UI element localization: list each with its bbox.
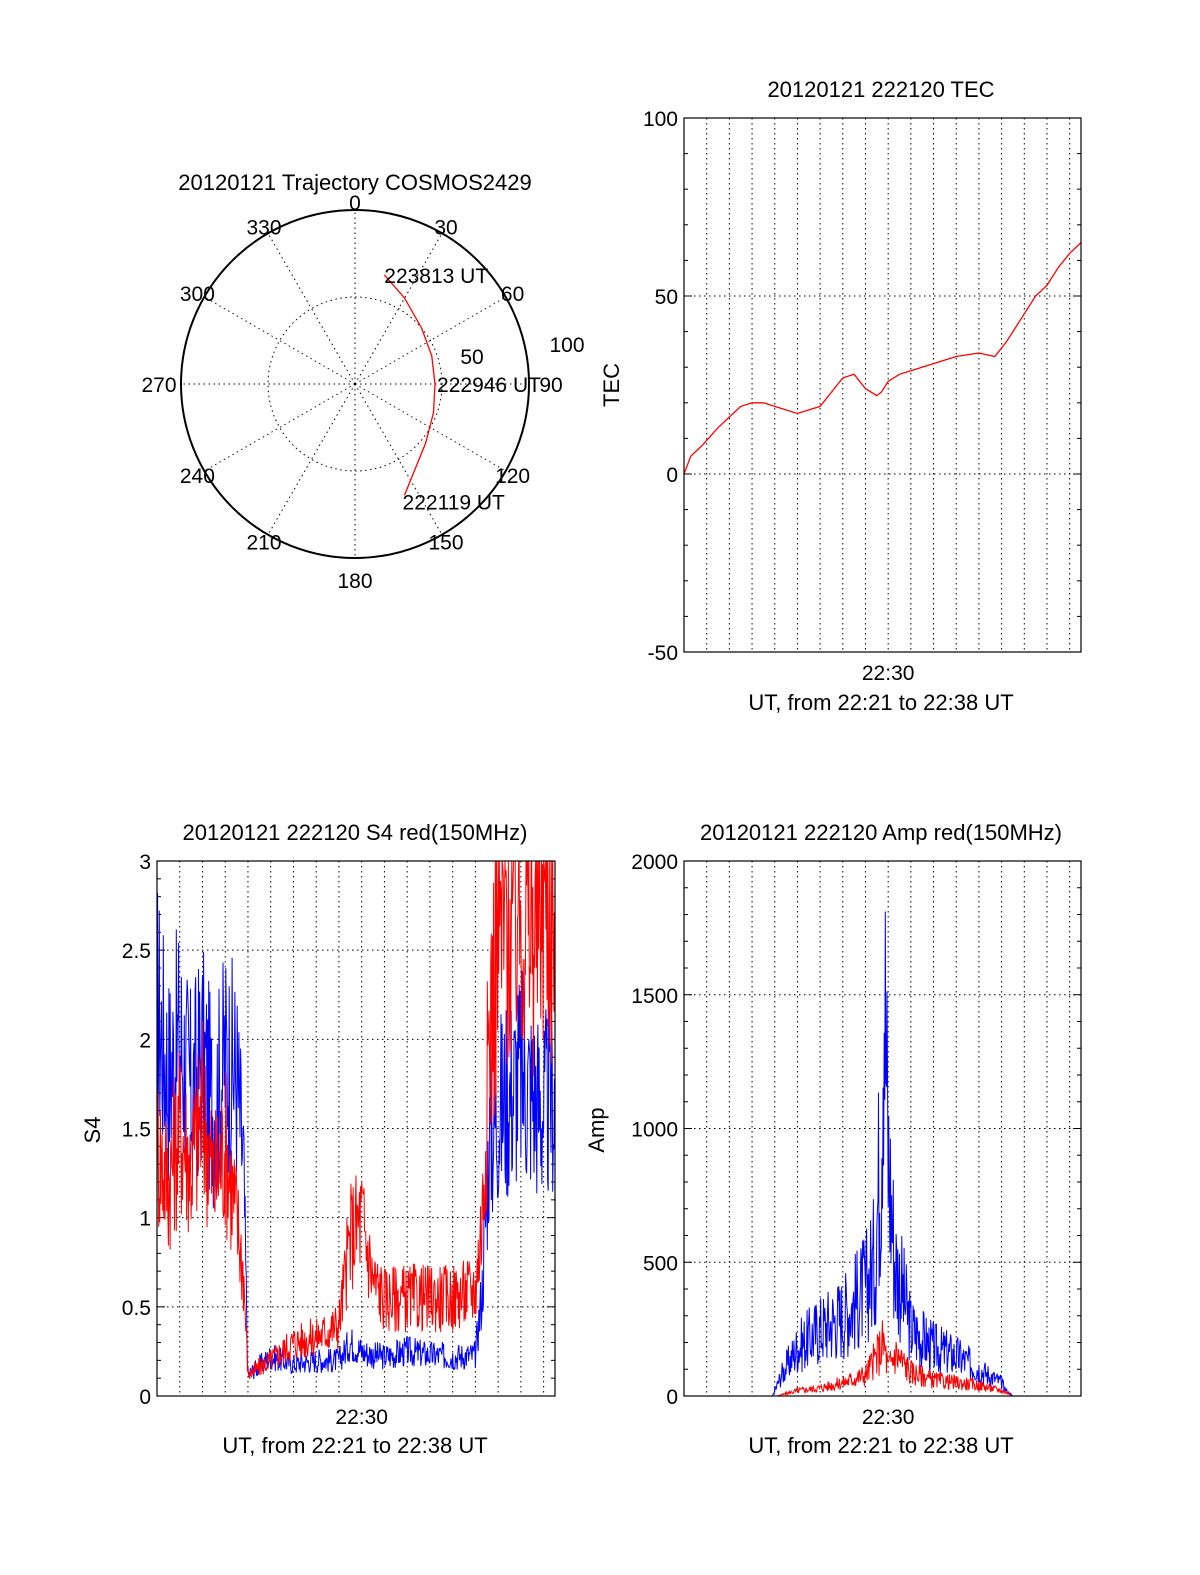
polar-time-annotation: 222946 UT (437, 374, 541, 397)
polar-radial-circle (267, 296, 443, 472)
polar-azimuth-label: 330 (246, 216, 281, 239)
y-tick-label: 50 (655, 286, 678, 309)
polar-spoke (267, 383, 356, 535)
polar-time-annotation: 223813 UT (384, 265, 488, 288)
tec-xlabel: UT, from 22:21 to 22:38 UT (748, 690, 1013, 715)
plot-frame (156, 860, 556, 1397)
polar-azimuth-label: 30 (434, 216, 457, 239)
y-tick-label: 0.5 (122, 1297, 151, 1320)
polar-azimuth-label: 300 (180, 283, 215, 306)
y-tick-label: 0 (139, 1386, 151, 1409)
polar-azimuth-label: 60 (501, 283, 524, 306)
polar-azimuth-label: 210 (246, 532, 281, 555)
y-tick-label: 3 (139, 851, 151, 874)
y-tick-label: 100 (643, 108, 678, 131)
polar-azimuth-label: 90 (539, 374, 562, 397)
s4-panel: 20120121 222120 S4 red(150MHz) UT, from … (80, 820, 556, 1458)
y-tick-label: 1 (139, 1208, 151, 1231)
plot-frame (683, 860, 1082, 1397)
polar-time-annotation: 222119 UT (403, 491, 506, 514)
polar-outer-circle (180, 209, 530, 559)
polar-azimuth-label: 120 (495, 465, 530, 488)
y-tick-label: 0 (666, 1386, 678, 1409)
x-tick-label: 22:30 (862, 662, 915, 685)
y-tick-label: 2 (139, 1029, 151, 1052)
y-tick-label: 2.5 (122, 940, 151, 963)
polar-azimuth-label: 150 (428, 532, 463, 555)
series-line-red (683, 242, 1082, 475)
amp-panel: 20120121 222120 Amp red(150MHz) UT, from… (584, 820, 1082, 1458)
polar-azimuth-label: 180 (337, 570, 372, 593)
series-line-red (684, 1320, 1081, 1397)
polar-spoke (354, 383, 506, 472)
x-tick-label: 22:30 (335, 1406, 388, 1429)
polar-spoke (267, 233, 356, 385)
polar-spoke (204, 296, 356, 385)
amp-xlabel: UT, from 22:21 to 22:38 UT (748, 1433, 1013, 1458)
s4-title: 20120121 222120 S4 red(150MHz) (183, 820, 528, 845)
polar-spoke (354, 233, 443, 385)
y-tick-label: 1500 (631, 985, 678, 1008)
polar-trajectory-panel: 20120121 Trajectory COSMOS2429 0 30 60 90 12… (141, 170, 584, 593)
series-line-blue (156, 892, 556, 1380)
polar-azimuth-label: 240 (180, 465, 215, 488)
s4-ylabel: S4 (80, 1117, 105, 1144)
series-line-red (156, 860, 556, 1380)
y-tick-label: 1.5 (122, 1119, 151, 1142)
polar-spoke (204, 383, 356, 472)
tec-title: 20120121 222120 TEC (767, 77, 994, 102)
polar-spoke (354, 383, 443, 535)
polar-trajectory-line (383, 274, 436, 496)
plot-frame (683, 117, 1082, 653)
amp-ylabel: Amp (584, 1107, 609, 1152)
tec-panel: 20120121 222120 TEC UT, from 22:21 to 22… (599, 77, 1082, 715)
polar-azimuth-label: 270 (141, 374, 176, 397)
polar-spoke (354, 296, 506, 385)
y-tick-label: 1000 (631, 1119, 678, 1142)
polar-radial-label: 100 (549, 334, 584, 357)
y-tick-label: 500 (643, 1252, 678, 1275)
polar-title: 20120121 Trajectory COSMOS2429 (178, 170, 531, 195)
y-tick-label: -50 (648, 642, 678, 665)
tec-ylabel: TEC (599, 363, 624, 407)
y-tick-label: 2000 (631, 851, 678, 874)
s4-xlabel: UT, from 22:21 to 22:38 UT (222, 1433, 487, 1458)
polar-radial-label: 50 (460, 346, 483, 369)
polar-azimuth-label: 0 (349, 192, 361, 215)
amp-title: 20120121 222120 Amp red(150MHz) (700, 820, 1062, 845)
y-tick-label: 0 (666, 464, 678, 487)
x-tick-label: 22:30 (862, 1406, 915, 1429)
